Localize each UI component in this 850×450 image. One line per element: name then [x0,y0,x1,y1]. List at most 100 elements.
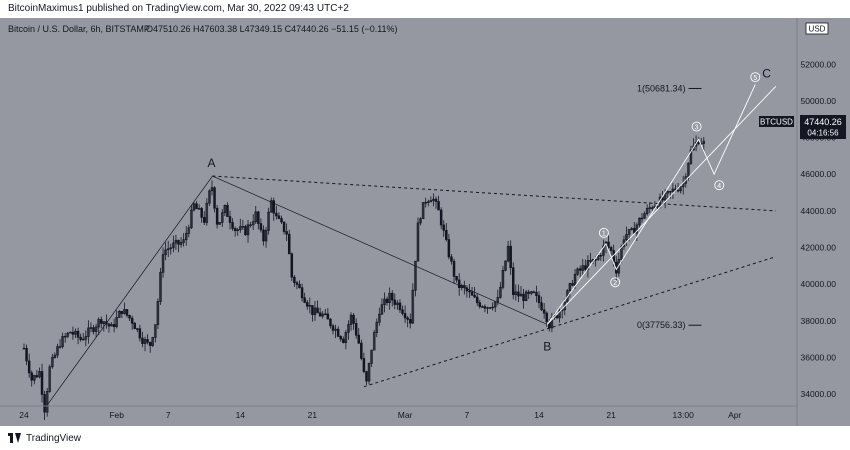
candle [71,326,75,340]
candle [311,305,314,322]
candle [586,255,590,278]
candle [576,267,579,276]
candle [460,283,464,291]
candle [166,240,170,258]
candle [442,220,445,237]
candle [202,211,206,225]
candle [571,279,574,287]
candle [40,363,44,403]
candle [457,273,461,296]
candle [56,343,59,359]
y-tick-label: 42000.00 [801,242,837,252]
x-tick-label: 21 [308,410,318,420]
candle [396,300,399,310]
candle [360,339,363,361]
candle [208,189,211,207]
y-tick-label: 44000.00 [801,206,837,216]
candle [354,318,358,339]
drawings-layer: 1(50681.34) 0(37756.33) [44,83,777,409]
candle [316,300,319,314]
candle [429,196,433,203]
candle [411,283,415,324]
candle [339,335,342,342]
candle [246,219,250,243]
candle [303,292,306,304]
labels-layer: A B C 1 2 3 4 5 [207,66,771,353]
candle [115,310,118,329]
candle [385,296,389,306]
candle [94,323,98,338]
ohlc-readout: O47510.26 H47603.38 L47349.15 C47440.26 … [146,24,398,34]
candle [697,137,700,145]
candle [390,290,394,307]
candle [671,183,675,199]
candle [164,242,167,261]
candle [648,202,651,213]
candle [651,205,654,211]
price-badge-value: 47440.26 [804,117,842,127]
candle [589,252,592,263]
candle [522,288,525,309]
candle [223,204,227,217]
candle [607,235,610,251]
candle [324,308,327,316]
svg-text:1: 1 [602,231,606,238]
candle [692,138,695,151]
candle [568,282,572,298]
candle [107,322,111,333]
candle [156,298,160,330]
candle [352,313,355,330]
candle [329,318,332,329]
candle [110,322,113,327]
candle [437,195,440,211]
candle [169,243,173,255]
channel-line [546,85,777,325]
candle [99,316,103,329]
candle [190,204,193,230]
candle [45,387,49,417]
candle [241,219,245,230]
x-tick-label: 13:00 [673,410,695,420]
candle [519,286,523,297]
candle [179,237,183,248]
candle [76,327,80,345]
candle [81,333,85,341]
candle [681,175,685,195]
lower-trendline [363,256,777,388]
wave-label-4: 4 [714,180,725,191]
candle [159,267,162,305]
fib-level-label: 0(37756.33) [637,320,686,330]
candle [63,332,67,343]
chart-area[interactable]: 1(50681.34) 0(37756.33) A B C 1 2 3 4 5 34000.00… [0,18,850,426]
candle [622,235,626,250]
candle [249,221,252,228]
candle [231,218,234,231]
candle [669,190,672,199]
candle [25,344,28,366]
candle [66,331,70,339]
x-tick-label: Feb [109,410,124,420]
candle [679,184,682,194]
candle [408,313,412,329]
chart-svg[interactable]: 1(50681.34) 0(37756.33) A B C 1 2 3 4 5 34000.00… [0,18,850,426]
fib-level-label: 1(50681.34) [637,83,686,93]
candle [259,218,263,233]
y-tick-label: 36000.00 [801,352,837,362]
candle [161,247,165,278]
candle [643,211,646,219]
candle [427,199,430,207]
candle [468,283,471,299]
candle [313,300,317,321]
y-tick-label: 46000.00 [801,169,837,179]
candle [401,305,404,316]
wave-label-1: 1 [598,227,609,238]
candle [244,224,247,236]
wave-label-2: 2 [610,277,621,288]
candle [53,352,57,359]
candle [305,299,309,310]
candle [89,322,93,333]
candle [213,186,216,213]
candle [347,320,350,340]
candle [218,222,221,225]
candle [439,207,443,230]
